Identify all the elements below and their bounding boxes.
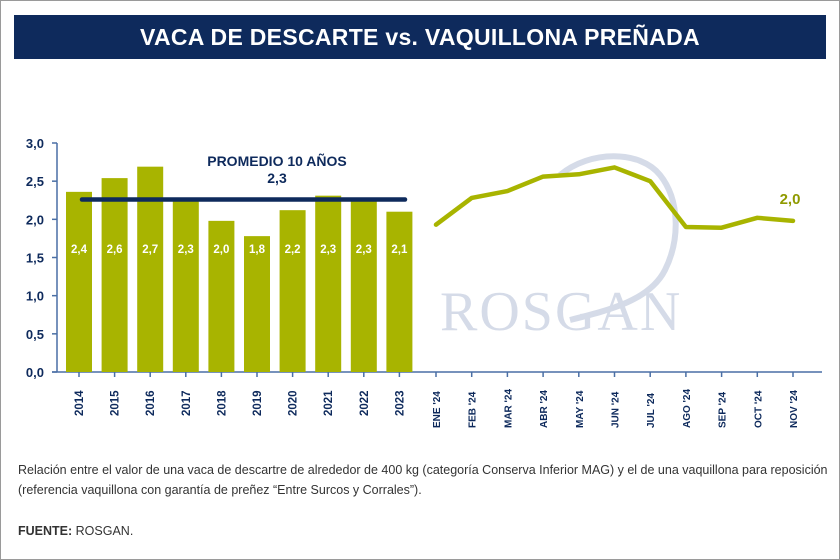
bar-value-label: 2,0 (213, 244, 229, 256)
x-tick-label: 2014 (74, 390, 86, 416)
bar (244, 236, 270, 372)
y-tick-label: 0,5 (26, 327, 44, 342)
average-label: PROMEDIO 10 AÑOS (207, 152, 347, 169)
x-tick-label: 2021 (323, 390, 335, 416)
x-tick-label: 2020 (288, 390, 300, 416)
bar-value-label: 2,4 (71, 244, 88, 256)
x-tick-label: 2019 (252, 390, 264, 416)
x-tick-label: 2017 (181, 390, 193, 416)
x-tick-label: 2015 (110, 390, 122, 416)
bar-value-label: 2,3 (356, 244, 372, 256)
bar (315, 195, 342, 372)
bar-value-label: 2,3 (320, 244, 336, 256)
bar-value-label: 2,7 (142, 244, 158, 256)
bar (208, 220, 235, 372)
chart-area: ROSGAN 0,0 0,5 1,0 1,5 2,0 2,5 3,0 2,4 2014 2,6 201… (26, 136, 822, 428)
series-line (433, 165, 796, 230)
chart-note: Relación entre el valor de una vaca de d… (18, 463, 828, 497)
source-line: FUENTE: ROSGAN. (18, 524, 133, 538)
x-tick-label: NOV '24 (789, 390, 800, 428)
watermark-text: ROSGAN (440, 281, 682, 343)
x-tick-label: SEP '24 (718, 391, 729, 428)
x-tick-label: 2016 (145, 390, 157, 416)
y-tick-label: 3,0 (26, 136, 44, 151)
x-tick-label: FEB '24 (468, 391, 479, 428)
line-end-label: 2,0 (780, 191, 801, 208)
bar (101, 178, 128, 372)
x-tick-label: JUN '24 (611, 391, 622, 428)
bar-value-label: 2,3 (178, 244, 194, 256)
chart-title: VACA DE DESCARTE vs. VAQUILLONA PREÑADA (14, 15, 826, 59)
source-label: FUENTE: (18, 524, 73, 538)
bar-value-label: 2,1 (391, 244, 408, 256)
average-value: 2,3 (267, 170, 287, 186)
bar-value-label: 2,6 (107, 244, 123, 256)
bar (66, 191, 92, 372)
x-tick-label: JUL '24 (646, 393, 657, 428)
x-tick-label: 2018 (216, 390, 228, 416)
y-tick-label: 1,0 (26, 289, 44, 304)
x-tick-label: 2023 (394, 390, 406, 416)
x-tick-label: MAR '24 (503, 389, 514, 428)
y-tick-label: 0,0 (26, 365, 44, 380)
source-value: ROSGAN. (72, 524, 134, 538)
x-tick-label: MAY '24 (575, 390, 586, 428)
y-tick-label: 1,5 (26, 251, 44, 266)
x-tick-label: AGO '24 (682, 389, 693, 428)
bar-value-label: 1,8 (249, 244, 266, 256)
x-tick-label: ENE '24 (432, 391, 443, 428)
x-tick-label: 2022 (359, 390, 371, 416)
bar (172, 200, 199, 372)
y-tick-label: 2,5 (26, 174, 44, 189)
bar-value-label: 2,2 (285, 244, 301, 256)
bar (350, 198, 377, 372)
bar (386, 211, 413, 372)
bar (279, 210, 306, 372)
x-tick-label: OCT '24 (753, 390, 764, 428)
x-tick-label: ABR '24 (539, 390, 550, 428)
y-tick-label: 2,0 (26, 212, 44, 227)
